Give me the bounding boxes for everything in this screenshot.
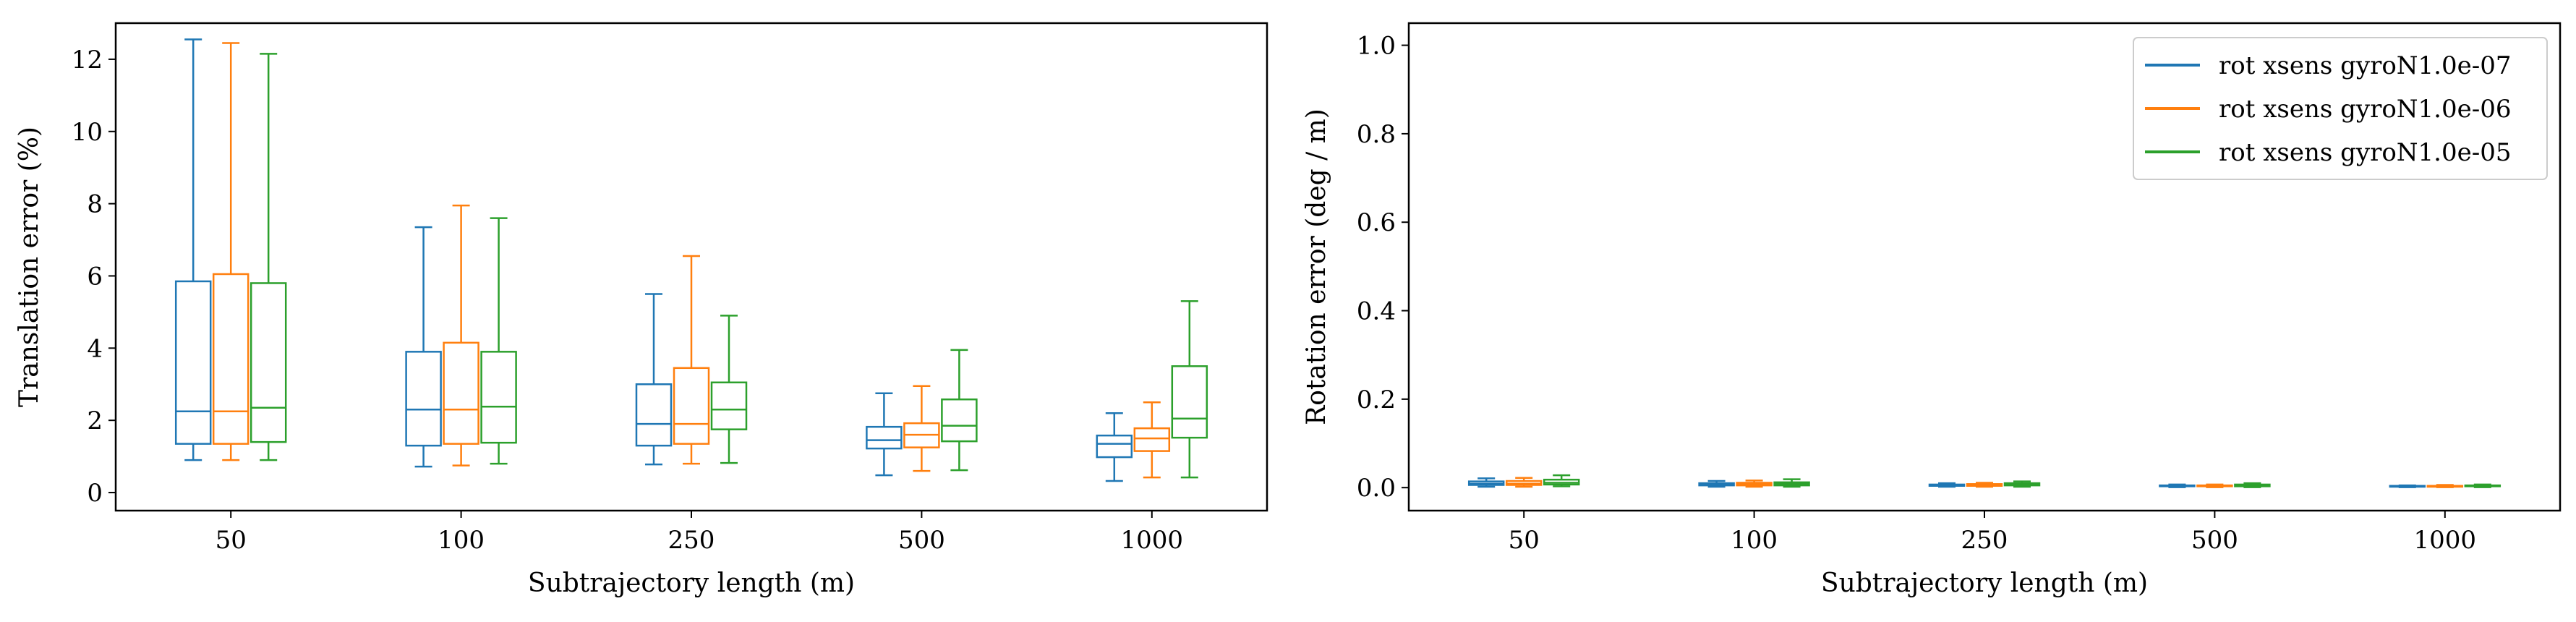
box-body [635, 383, 673, 447]
box-3-1000 [1171, 300, 1208, 479]
box-body [710, 381, 748, 430]
x-tick-label: 1000 [1121, 526, 1184, 555]
box-2-500 [903, 385, 940, 472]
y-tick-label: 0.0 [1357, 474, 1396, 503]
box-body [212, 273, 250, 445]
box-body [250, 282, 287, 443]
chart-panel-1: 0 2 4 6 8 10 12 50 100 250 500 1000 Subtrajectory le… [14, 22, 1268, 598]
box-3-250 [2003, 480, 2041, 488]
box-3-500 [2234, 482, 2271, 488]
box-1-100 [405, 226, 442, 468]
box-1-1000 [2389, 484, 2426, 488]
y-tick-label: 0 [87, 479, 103, 508]
x-tick-label: 50 [1509, 526, 1540, 555]
chart-panel-2: 0.0 0.2 0.4 0.6 0.8 1.0 50 100 250 500 1000 Subtraj… [1302, 22, 2562, 598]
box-3-50 [250, 53, 287, 461]
box-2-250 [673, 255, 710, 465]
x-tick-label: 250 [668, 526, 715, 555]
box-2-50 [212, 42, 250, 461]
legend-frame [2133, 37, 2548, 180]
box-2-1000 [2426, 484, 2464, 488]
box-3-100 [480, 217, 517, 465]
box-1-250 [1928, 482, 1966, 488]
y-tick-label: 6 [87, 262, 103, 291]
legend-label: rot xsens gyroN1.0e-05 [2219, 138, 2511, 167]
y-tick-label: 0.2 [1357, 385, 1396, 414]
box-body [1133, 427, 1171, 452]
box-2-1000 [1133, 401, 1171, 479]
box-1-1000 [1096, 412, 1133, 482]
y-tick-label: 0.6 [1357, 208, 1396, 237]
x-axis-label: Subtrajectory length (m) [528, 568, 855, 598]
box-2-50 [1505, 477, 1543, 488]
y-axis-label: Translation error (%) [14, 127, 44, 407]
x-tick-label: 250 [1961, 526, 2008, 555]
box-3-500 [941, 349, 978, 472]
legend: rot xsens gyroN1.0e-07 rot xsens gyroN1.0… [2133, 37, 2548, 180]
box-3-50 [1543, 474, 1580, 487]
y-tick-label: 12 [72, 46, 103, 74]
box-3-100 [1773, 478, 1810, 488]
x-tick-label: 1000 [2414, 526, 2477, 555]
y-tick-label: 4 [87, 334, 103, 363]
box-body [866, 425, 903, 450]
box-1-250 [635, 293, 673, 466]
x-tick-label: 100 [1731, 526, 1778, 555]
box-body [480, 351, 517, 444]
box-body [673, 367, 710, 445]
box-1-500 [2159, 483, 2196, 488]
y-tick-label: 2 [87, 406, 103, 435]
y-axis-label: Rotation error (deg / m) [1302, 108, 1331, 425]
x-tick-label: 50 [216, 526, 247, 555]
x-tick-label: 500 [2191, 526, 2238, 555]
box-3-250 [710, 315, 748, 464]
box-body [941, 398, 978, 443]
box-2-250 [1966, 482, 2003, 488]
box-1-50 [1467, 477, 1505, 488]
box-1-50 [174, 38, 212, 461]
box-1-100 [1698, 480, 1735, 488]
y-tick-label: 10 [72, 118, 103, 147]
x-tick-label: 500 [898, 526, 945, 555]
box-3-1000 [2464, 483, 2502, 488]
y-tick-label: 8 [87, 190, 103, 219]
y-tick-label: 0.8 [1357, 120, 1396, 149]
box-2-500 [2196, 483, 2233, 488]
box-body [1171, 365, 1208, 439]
box-body [405, 351, 442, 447]
y-tick-label: 1.0 [1357, 32, 1396, 61]
x-axis-label: Subtrajectory length (m) [1821, 568, 2148, 598]
box-body [174, 280, 212, 445]
box-1-500 [866, 392, 903, 477]
y-tick-label: 0.4 [1357, 297, 1396, 326]
legend-label: rot xsens gyroN1.0e-07 [2219, 51, 2511, 80]
x-tick-label: 100 [438, 526, 485, 555]
legend-label: rot xsens gyroN1.0e-06 [2219, 95, 2511, 124]
box-2-100 [443, 204, 479, 466]
box-2-100 [1736, 480, 1773, 488]
box-body [443, 341, 479, 445]
box-body [1096, 434, 1133, 459]
